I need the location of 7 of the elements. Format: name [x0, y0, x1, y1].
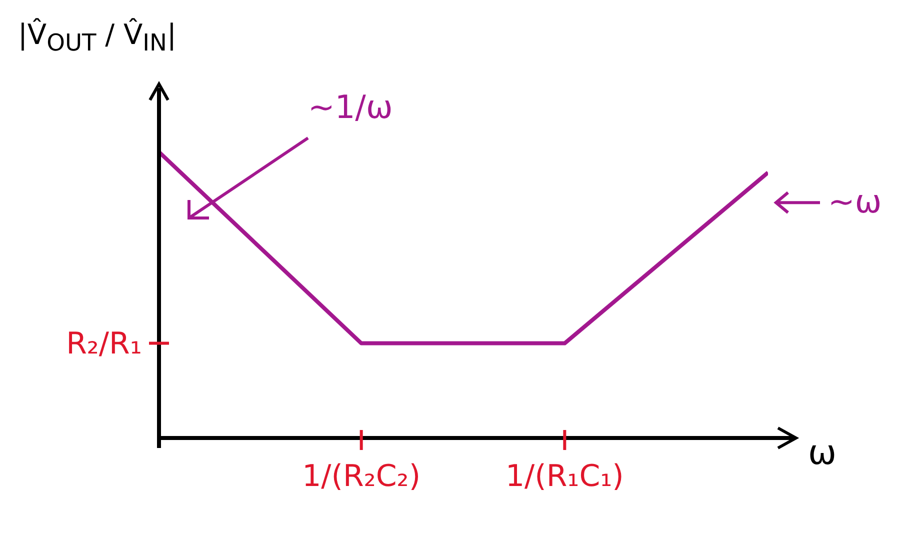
text: R₂/R₁ [66, 326, 142, 362]
x-tick-label: 1/(R₁C₁) [505, 459, 624, 494]
text: ~1/ω [308, 88, 393, 126]
text: ~ω [828, 182, 882, 221]
x-tick-label: 1/(R₂C₂) [302, 459, 421, 494]
x-axis-title: ω [808, 433, 836, 473]
y-axis-title: |V̂$_{OUT}$ / V̂$_{IN}$| [18, 18, 176, 57]
